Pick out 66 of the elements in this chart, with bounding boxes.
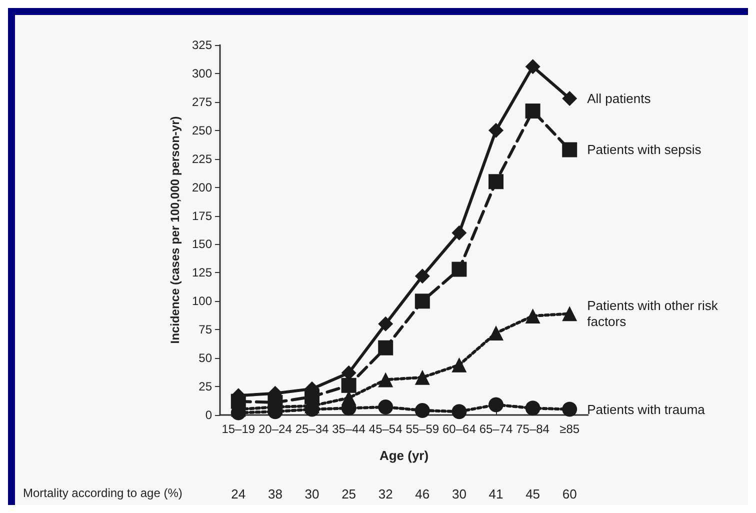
text: 46: [415, 486, 430, 502]
point: [488, 174, 504, 190]
x-tick-label: ≥85: [560, 422, 580, 436]
y-tick-label: 275: [192, 94, 212, 109]
y-tick-label: 100: [192, 294, 212, 308]
y-tick-label: 200: [192, 180, 212, 194]
point: [452, 357, 467, 372]
x-tick-label: 75–84: [516, 422, 550, 436]
x-axis-title: Age (yr): [379, 448, 429, 463]
y-tick-label: 125: [192, 266, 212, 280]
point: [525, 59, 540, 74]
point: [525, 400, 540, 416]
point: [488, 397, 504, 412]
point: [488, 326, 504, 341]
point: [452, 262, 467, 277]
point: [414, 268, 430, 284]
y-tick-label: 225: [192, 152, 212, 166]
x-tick-label: 55–59: [406, 422, 440, 436]
point: [562, 306, 578, 322]
point: [562, 142, 578, 158]
y-tick-label: 50: [198, 351, 212, 366]
x-tick-label: 65–74: [479, 422, 514, 436]
point: [414, 370, 430, 385]
x-tick-label: 35–44: [332, 422, 366, 436]
point: [414, 402, 430, 418]
point: [525, 308, 540, 324]
series-label: Patients with other risk factors: [587, 298, 722, 330]
y-tick-label: 325: [192, 38, 212, 52]
text: 41: [488, 486, 504, 502]
point: [488, 122, 504, 138]
point: [378, 340, 394, 356]
point: [414, 294, 430, 309]
x-tick-label: 25–34: [295, 422, 330, 436]
text: 25: [342, 486, 356, 502]
point: [562, 91, 578, 106]
y-axis-title: Incidence (cases per 100,000 person-yr): [168, 116, 182, 344]
text: 32: [378, 486, 393, 502]
x-tick-label: 15–19: [222, 422, 256, 436]
point: [341, 378, 356, 393]
point: [378, 316, 394, 332]
text: 45: [526, 486, 540, 502]
y-tick-label: 25: [198, 380, 212, 394]
point: [525, 104, 540, 119]
series-label: Patients with trauma: [587, 402, 706, 417]
point: [378, 372, 394, 388]
y-tick-label: 175: [192, 208, 212, 223]
y-tick-label: 75: [198, 322, 212, 337]
series-label: All patients: [587, 91, 652, 106]
x-tick-label: 20–24: [258, 422, 292, 436]
point: [452, 225, 467, 240]
text: 60: [562, 486, 577, 502]
y-tick-label: 0: [205, 408, 212, 422]
x-tick-label: 60–64: [442, 422, 476, 436]
y-tick-label: 250: [192, 123, 212, 138]
point: [452, 404, 467, 420]
y-tick-label: 150: [192, 237, 212, 252]
x-tick-label: 45–54: [368, 422, 403, 436]
text: 24: [231, 486, 246, 502]
series-label: Patients with sepsis: [587, 142, 702, 158]
point: [562, 402, 578, 417]
text: 38: [268, 486, 282, 502]
y-tick-label: 300: [192, 66, 212, 80]
text: Mortality according to age (%): [23, 486, 182, 500]
text: 30: [452, 486, 466, 502]
point: [378, 400, 394, 415]
text: 30: [304, 486, 320, 502]
